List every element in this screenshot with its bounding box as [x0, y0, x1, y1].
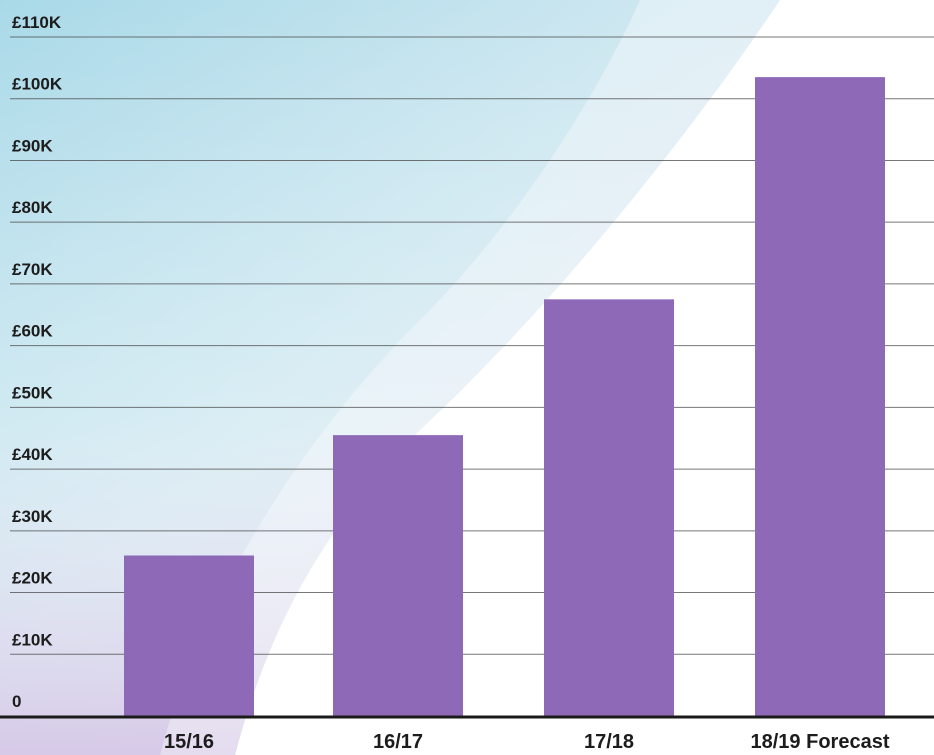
bar — [124, 555, 254, 716]
y-axis-tick-labels: 0 £10K £20K £30K £40K £50K £60K £70K £80K £90K £10… — [12, 13, 63, 711]
x-tick-label: 17/18 — [584, 731, 634, 753]
x-tick-label: 15/16 — [164, 731, 214, 753]
y-tick-label: £90K — [12, 136, 53, 155]
y-tick-label: 0 — [12, 692, 21, 711]
y-tick-label: £80K — [12, 198, 53, 217]
y-tick-label: £110K — [12, 13, 62, 32]
y-tick-label: £20K — [12, 569, 53, 588]
bar — [755, 77, 885, 716]
bar — [333, 435, 463, 716]
x-tick-label: 16/17 — [373, 731, 423, 753]
y-tick-label: £70K — [12, 260, 53, 279]
x-axis-tick-labels: 15/16 16/17 17/18 18/19 Forecast — [164, 731, 890, 753]
y-tick-label: £60K — [12, 322, 53, 341]
y-tick-label: £100K — [12, 75, 63, 94]
y-tick-label: £50K — [12, 383, 53, 402]
bars — [124, 77, 885, 716]
y-tick-label: £10K — [12, 630, 53, 649]
y-tick-label: £40K — [12, 445, 53, 464]
bar — [544, 299, 674, 716]
x-tick-label: 18/19 Forecast — [751, 731, 890, 753]
y-tick-label: £30K — [12, 507, 53, 526]
